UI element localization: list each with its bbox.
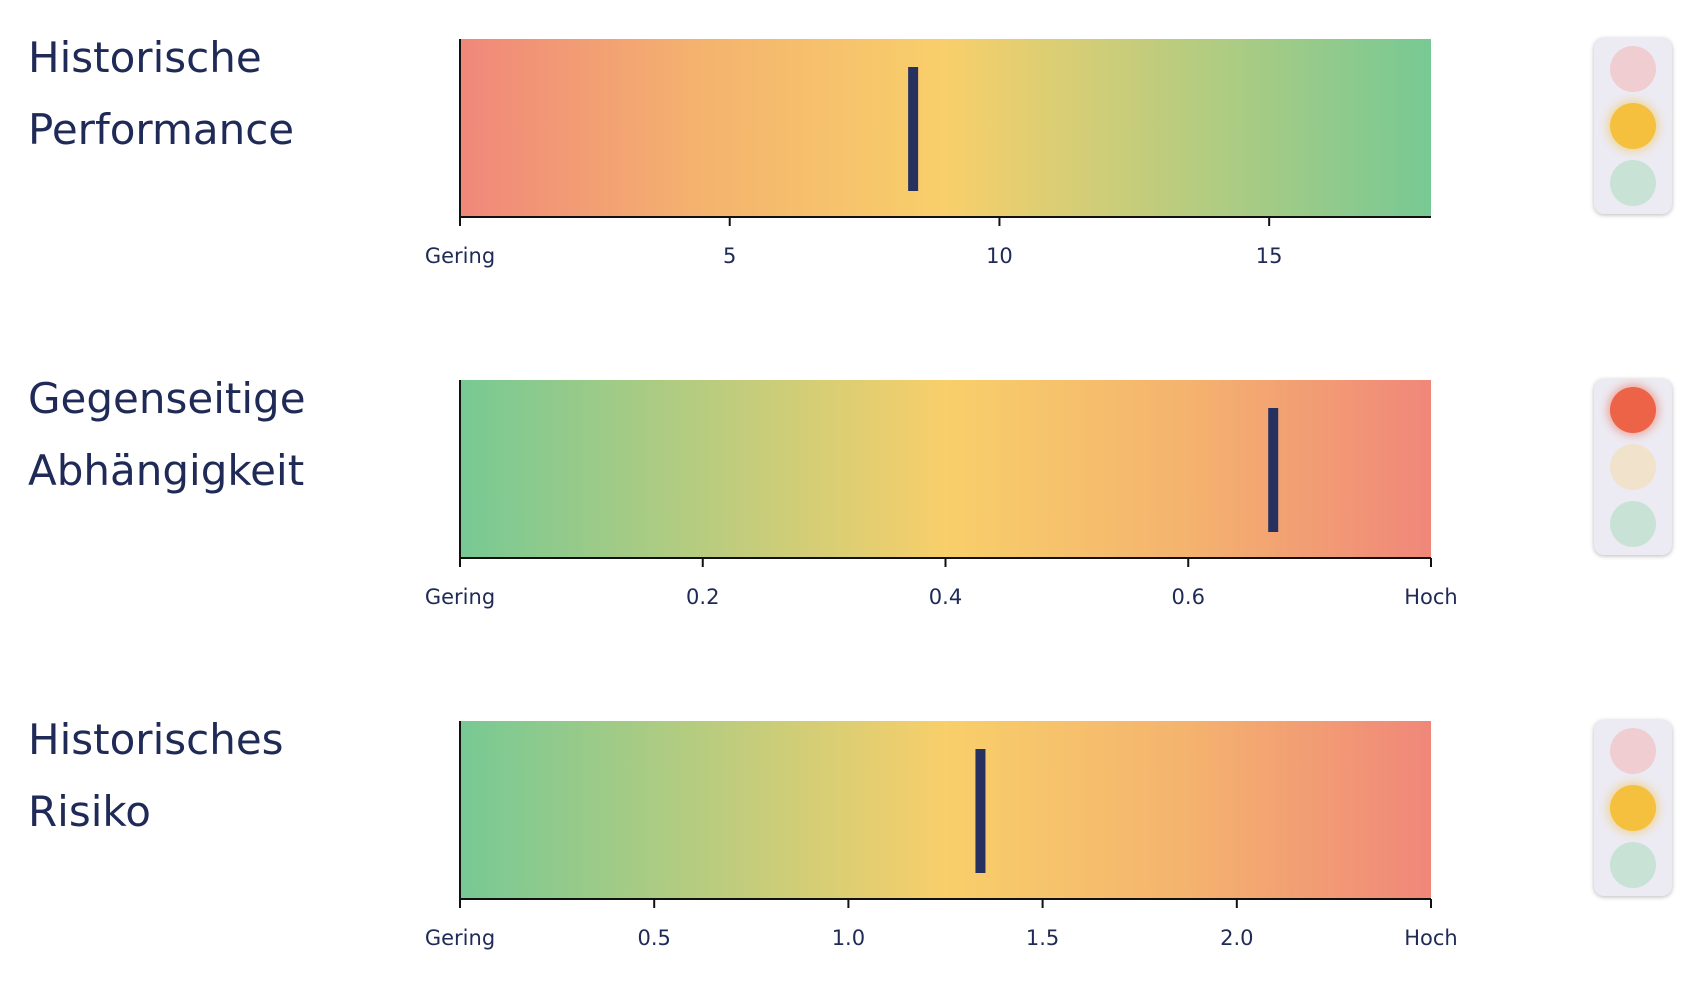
traffic-light [1594,38,1672,214]
bullet-graphic: Gering 5 10 15 [425,39,1431,268]
yellow-lamp [1610,444,1656,490]
x-tick-label: Gering [425,926,495,950]
x-tick-label: 10 [986,244,1013,268]
green-lamp [1610,160,1656,206]
range-band [460,39,1431,217]
yellow-lamp [1610,103,1656,149]
x-tick-label: 1.0 [832,926,865,950]
x-tick-label: 2.0 [1220,926,1253,950]
row-title-line-2: Abhängigkeit [28,446,305,495]
row-title: Historisches Risiko [28,704,284,848]
row-title: Historische Performance [28,22,294,166]
bullet-graphic: Gering 0.5 1.0 1.5 2.0 Hoch [425,721,1458,950]
yellow-lamp [1610,785,1656,831]
value-marker [975,749,986,873]
x-tick-label: 5 [723,244,736,268]
bullet-row-historical-risk: Historisches Risiko Gering 0.5 1.0 1.5 2.0 Ho… [0,682,1688,982]
range-band [460,380,1431,558]
x-tick-label: Gering [425,244,495,268]
x-tick-label: Hoch [1404,926,1458,950]
row-title-line-1: Gegenseitige [28,374,306,423]
green-lamp [1610,842,1656,888]
row-title-line-2: Performance [28,105,295,154]
red-lamp [1610,728,1656,774]
value-marker [908,67,919,191]
traffic-light [1594,720,1672,896]
row-title-line-1: Historische [28,33,262,82]
x-tick-label: Gering [425,585,495,609]
x-tick-label: 0.6 [1172,585,1205,609]
x-tick-label: 1.5 [1026,926,1059,950]
value-marker [1268,408,1279,532]
red-lamp [1610,387,1656,433]
green-lamp [1610,501,1656,547]
x-tick-label: 0.5 [637,926,670,950]
row-title-line-1: Historisches [28,715,284,764]
red-lamp [1610,46,1656,92]
x-tick-label: Hoch [1404,585,1458,609]
traffic-light [1594,379,1672,555]
x-tick-label: 15 [1256,244,1283,268]
x-tick-label: 0.2 [686,585,719,609]
bullet-graphic: Gering 0.2 0.4 0.6 Hoch [425,380,1458,609]
range-band [460,721,1431,899]
row-title-line-2: Risiko [28,787,151,836]
x-tick-label: 0.4 [929,585,962,609]
row-title: Gegenseitige Abhängigkeit [28,363,306,507]
bullet-row-mutual-dependence: Gegenseitige Abhängigkeit Gering 0.2 0.4 0.… [0,341,1688,641]
bullet-row-historical-performance: Historische Performance Gering 5 10 15 [0,0,1688,300]
